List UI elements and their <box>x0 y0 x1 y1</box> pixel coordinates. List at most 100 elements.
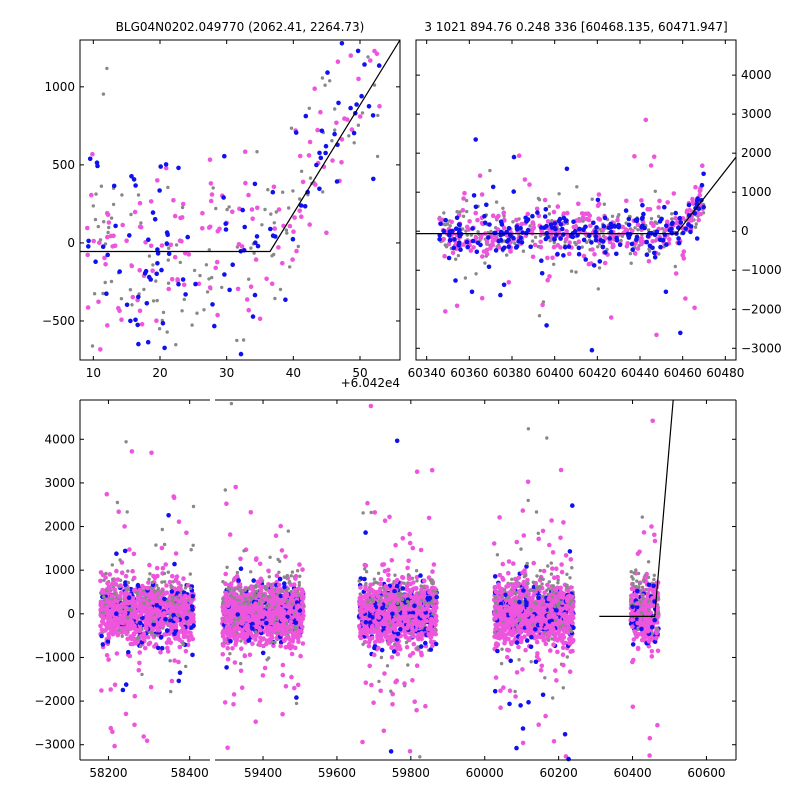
data-point <box>153 633 157 638</box>
data-point <box>506 244 512 249</box>
data-point <box>127 653 133 659</box>
data-point <box>144 301 150 306</box>
data-point <box>594 225 599 230</box>
data-point <box>455 210 459 214</box>
data-point <box>493 248 499 253</box>
data-point <box>260 223 264 227</box>
data-point <box>154 279 158 283</box>
data-point <box>290 639 296 644</box>
data-point <box>122 595 127 600</box>
data-point <box>264 620 269 626</box>
data-point <box>547 212 552 216</box>
data-point <box>286 529 290 533</box>
tr-ytick-label: −2000 <box>741 302 782 316</box>
data-point <box>239 589 243 593</box>
data-point <box>106 657 111 662</box>
data-point <box>333 128 337 132</box>
data-point <box>276 557 280 562</box>
data-point <box>186 620 192 626</box>
data-point <box>231 610 237 615</box>
data-point <box>138 620 143 626</box>
data-point <box>670 212 674 216</box>
data-point <box>573 224 579 229</box>
data-point <box>160 621 166 627</box>
data-point <box>160 565 166 571</box>
data-point <box>128 607 132 611</box>
data-point <box>143 645 148 651</box>
data-point <box>653 189 657 193</box>
data-point <box>257 593 262 599</box>
data-point <box>564 166 570 172</box>
data-point <box>170 573 175 579</box>
data-point <box>114 651 120 656</box>
data-point <box>124 630 129 636</box>
data-point <box>282 581 287 586</box>
data-point <box>482 220 488 226</box>
data-point <box>264 276 269 282</box>
data-point <box>102 578 106 582</box>
data-point <box>299 214 304 219</box>
data-point <box>658 244 663 250</box>
data-point <box>137 650 142 655</box>
data-point <box>530 221 536 226</box>
data-point <box>253 557 259 562</box>
data-point <box>142 601 146 605</box>
data-point <box>263 207 267 212</box>
data-point <box>387 514 392 520</box>
data-point <box>652 254 658 260</box>
data-point <box>368 58 373 63</box>
data-point <box>91 238 96 244</box>
data-point <box>294 701 299 706</box>
data-point <box>106 584 112 590</box>
data-point <box>163 162 169 167</box>
data-point <box>290 236 296 242</box>
data-point <box>129 212 133 217</box>
data-point <box>267 575 271 579</box>
panel-top-right: 60340 60360 60380 60400 60420 60440 60460 60480… <box>408 39 782 380</box>
data-point <box>527 182 532 187</box>
data-point <box>284 588 288 593</box>
data-point <box>132 614 137 620</box>
data-point <box>601 223 607 229</box>
data-point <box>339 160 344 165</box>
data-point <box>686 202 692 208</box>
data-point <box>171 495 177 501</box>
data-point <box>593 237 599 243</box>
data-point <box>111 202 116 207</box>
data-point <box>607 236 612 241</box>
data-point <box>361 511 365 515</box>
data-point <box>263 596 269 602</box>
data-point <box>400 536 406 541</box>
data-point <box>189 548 193 552</box>
data-point <box>667 227 673 233</box>
data-point <box>689 218 695 223</box>
data-point <box>173 624 178 630</box>
data-point <box>190 323 194 327</box>
data-point <box>256 615 262 620</box>
data-point <box>566 244 572 249</box>
data-point <box>177 644 183 650</box>
data-point <box>184 664 188 669</box>
data-point <box>475 217 480 223</box>
data-point <box>665 219 670 225</box>
data-point <box>114 568 119 574</box>
data-point <box>389 689 393 693</box>
data-point <box>596 192 602 197</box>
data-point <box>183 601 188 607</box>
data-point <box>145 339 151 345</box>
data-point <box>272 221 276 225</box>
data-point <box>465 209 469 214</box>
data-point <box>656 214 661 219</box>
data-point <box>623 208 629 213</box>
data-point <box>115 500 120 505</box>
data-point <box>129 449 135 454</box>
data-point <box>285 231 289 235</box>
data-point <box>701 171 706 177</box>
data-point <box>126 616 130 620</box>
data-point <box>97 240 102 246</box>
data-point <box>246 602 251 607</box>
data-point <box>646 259 652 264</box>
data-point <box>539 271 545 276</box>
data-point <box>265 658 269 662</box>
data-point <box>238 566 244 571</box>
